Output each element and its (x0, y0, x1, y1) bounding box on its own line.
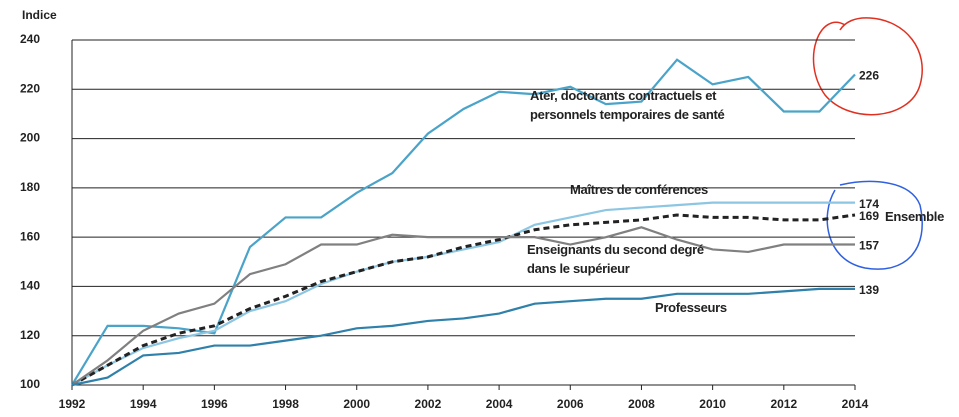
series-line (71, 287, 855, 387)
y-tick-label: 220 (20, 81, 40, 95)
series-label: Ensemble (885, 208, 945, 224)
x-tick-label: 2002 (415, 397, 442, 411)
blue-circle (826, 180, 923, 270)
series-label: Maîtres de conférences (570, 182, 708, 197)
y-tick-label: 200 (20, 131, 40, 145)
y-tick-label: 100 (20, 377, 40, 391)
end-value-label: 169 (859, 209, 879, 223)
y-tick-label: 180 (20, 180, 40, 194)
x-tick-label: 2012 (770, 397, 797, 411)
end-value-label: 157 (859, 239, 879, 253)
x-tick-label: 1998 (272, 397, 299, 411)
end-value-label: 174 (859, 197, 879, 211)
series-line (71, 226, 855, 386)
y-tick-label: 160 (20, 229, 40, 243)
y-tick-label: 240 (20, 32, 40, 46)
series-line (71, 213, 856, 387)
end-value-label: 226 (859, 69, 879, 83)
red-circle (812, 17, 923, 116)
x-tick-label: 2014 (842, 397, 869, 411)
x-tick-label: 1992 (59, 397, 86, 411)
x-tick-label: 1996 (201, 397, 228, 411)
series-label: Professeurs (655, 300, 727, 315)
y-tick-label: 140 (20, 279, 40, 293)
x-tick-label: 2004 (486, 397, 513, 411)
y-axis-label: Indice (22, 8, 57, 22)
series-line (71, 201, 855, 386)
end-value-label: 139 (859, 283, 879, 297)
series-line (71, 58, 856, 386)
x-tick-label: 1994 (130, 397, 157, 411)
x-tick-label: 2000 (343, 397, 370, 411)
series-label: Ater, doctorants contractuels et personn… (530, 88, 725, 122)
x-tick-label: 2008 (628, 397, 655, 411)
x-tick-label: 2010 (699, 397, 726, 411)
y-tick-label: 120 (20, 328, 40, 342)
x-tick-label: 2006 (557, 397, 584, 411)
series-label: Enseignants du second degré dans le supé… (527, 242, 704, 276)
